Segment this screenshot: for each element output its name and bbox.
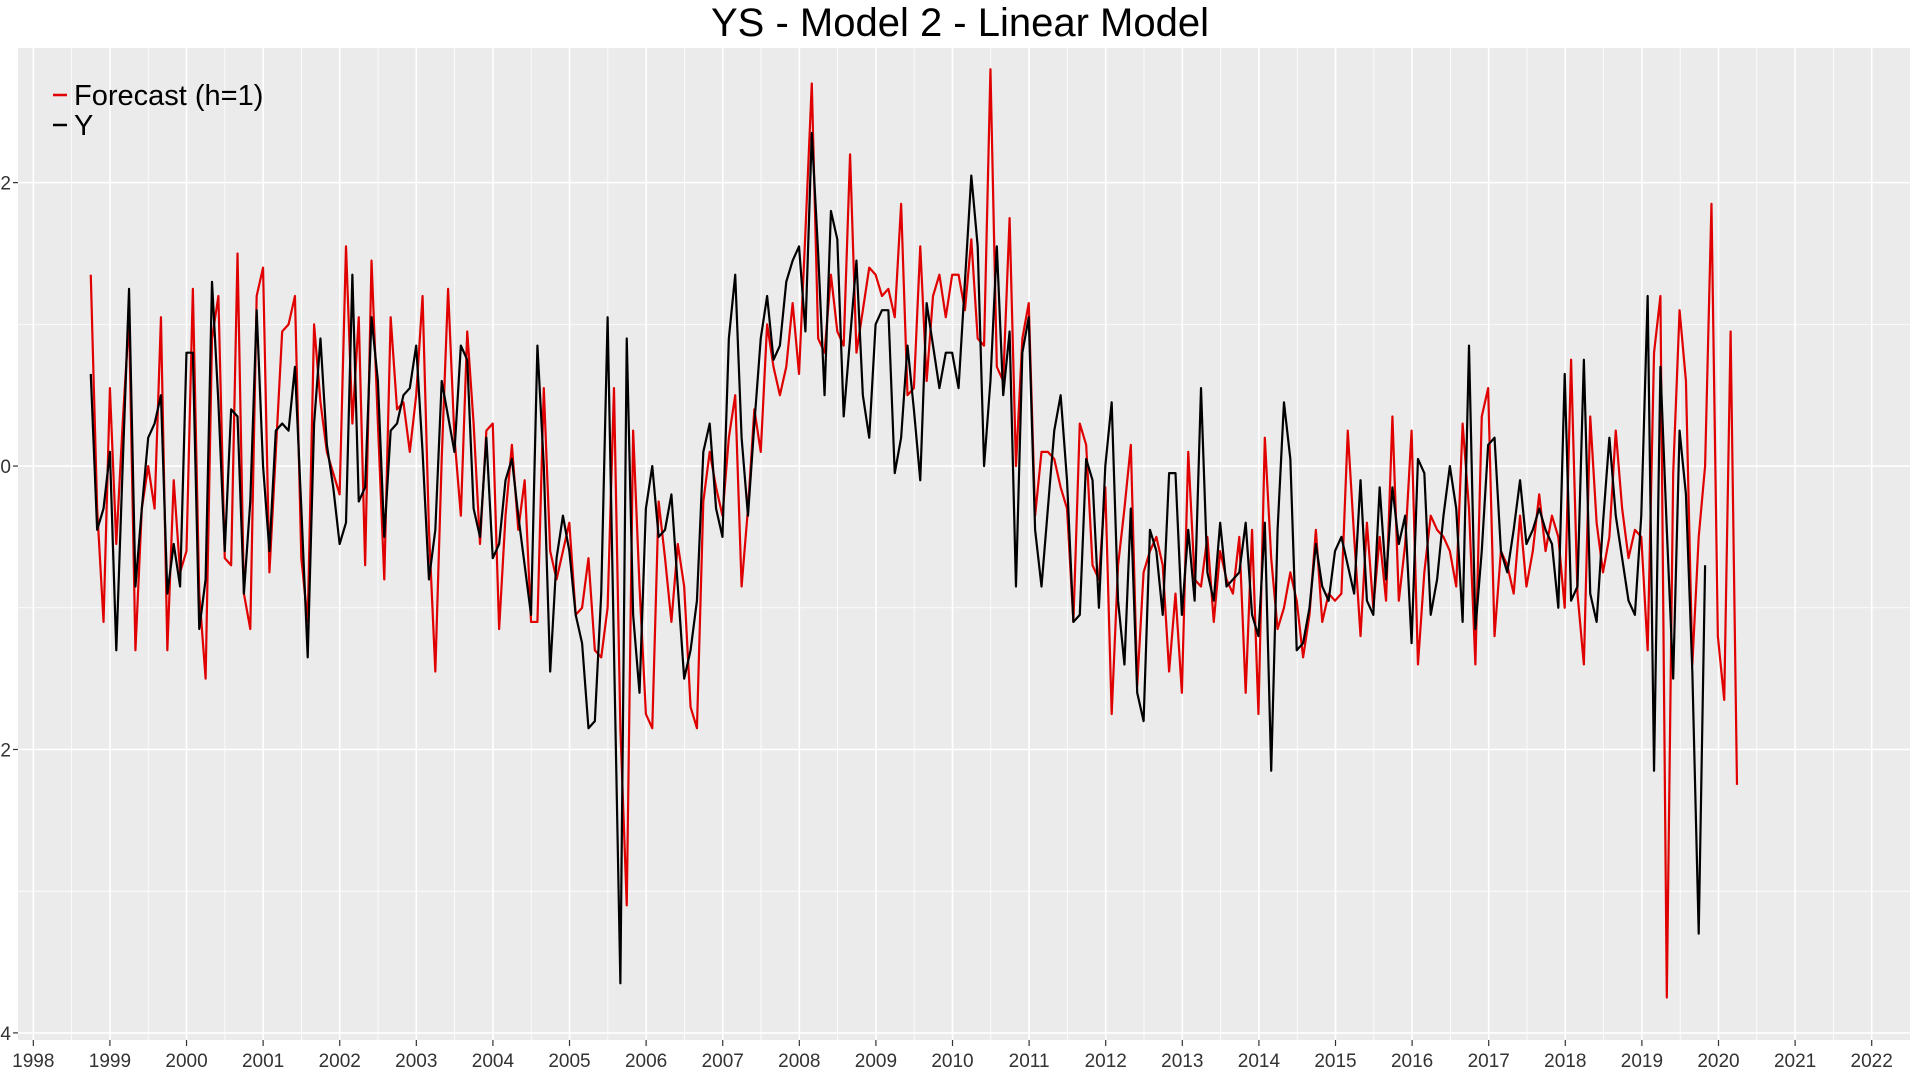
x-tick-label: 2017 [1468, 1051, 1510, 1072]
legend-label-forecast: Forecast (h=1) [74, 80, 263, 112]
x-tick-label: 2011 [1009, 1051, 1050, 1072]
x-tick-label: 2005 [548, 1051, 590, 1072]
legend: Forecast (h=1)Y [53, 80, 263, 142]
y-tick-label: -4 [0, 1024, 11, 1045]
x-tick-label: 1999 [89, 1051, 131, 1072]
y-series-line [89, 131, 1707, 985]
grid-minor [18, 48, 1910, 1040]
x-tick-label: 2019 [1621, 1051, 1663, 1072]
x-tick-label: 2010 [931, 1051, 973, 1072]
x-tick-label: 2008 [778, 1051, 820, 1072]
grid-major [18, 48, 1910, 1040]
x-tick-label: 2012 [1085, 1051, 1127, 1072]
x-tick-label: 2014 [1238, 1051, 1281, 1072]
x-tick-label: 2021 [1774, 1051, 1816, 1072]
x-tick-label: 2009 [855, 1051, 897, 1072]
x-tick-label: 2000 [165, 1051, 207, 1072]
x-tick-label: 2020 [1697, 1051, 1739, 1072]
x-tick-label: 1998 [12, 1051, 54, 1072]
axis-layer: 1998 1999 2000 2001 2002 2003 2004 2005 2006 2007… [0, 174, 1893, 1072]
x-tick-label: 2004 [472, 1051, 515, 1072]
x-tick-label: 2015 [1314, 1051, 1356, 1072]
x-tick-label: 2016 [1391, 1051, 1433, 1072]
x-tick-label: 2018 [1544, 1051, 1586, 1072]
x-tick-label: 2001 [242, 1051, 284, 1072]
chart-title: YS - Model 2 - Linear Model [710, 1, 1209, 45]
x-tick-label: 2022 [1851, 1051, 1893, 1072]
x-tick-label: 2003 [395, 1051, 437, 1072]
y-tick-label: -2 [0, 740, 11, 761]
x-tick-label: 2002 [319, 1051, 361, 1072]
plot-panel [18, 48, 1910, 1040]
x-tick-label: 2007 [702, 1051, 744, 1072]
x-tick-label: 2013 [1161, 1051, 1203, 1072]
legend-label-y: Y [74, 110, 93, 142]
y-tick-label: 2 [0, 174, 11, 195]
y-tick-label: 0 [0, 457, 11, 478]
forecast-series-line [89, 68, 1739, 999]
x-tick-label: 2006 [625, 1051, 667, 1072]
series-layer [89, 68, 1739, 999]
